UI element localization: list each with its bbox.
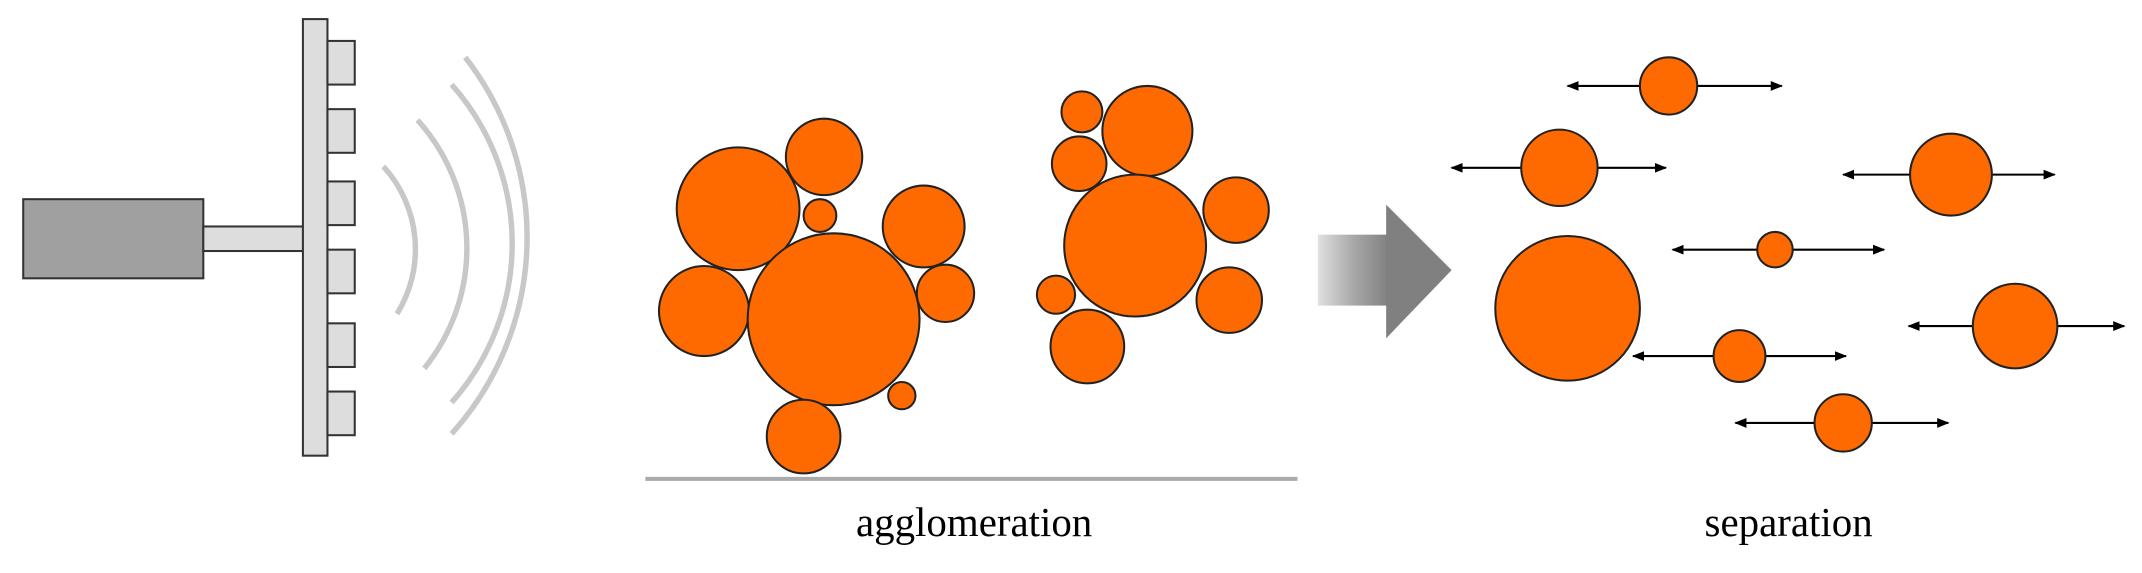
tooth (326, 390, 356, 437)
agglomeration-label: agglomeration (856, 500, 1092, 545)
particle (1202, 176, 1270, 244)
tooth (326, 39, 356, 86)
particle (784, 117, 864, 197)
particle (765, 398, 842, 475)
particle (1971, 282, 2059, 370)
wave (381, 164, 419, 316)
particle (675, 146, 801, 272)
tooth (326, 248, 356, 295)
plate (301, 18, 329, 457)
arrow-body (1317, 234, 1389, 306)
separation-label: separation (1705, 500, 1873, 545)
tooth (326, 322, 356, 369)
particle (1909, 132, 1993, 217)
particle (746, 232, 921, 407)
particle (887, 380, 917, 411)
particle (1494, 234, 1641, 382)
particle (915, 263, 976, 323)
particle (1101, 84, 1194, 178)
arrow-head (1386, 204, 1452, 339)
wave (415, 118, 470, 371)
particle (1035, 274, 1077, 315)
particle (1813, 393, 1873, 453)
particle (1756, 230, 1794, 269)
particle (1520, 128, 1599, 208)
particle (881, 184, 966, 269)
rod (202, 225, 306, 253)
wave (449, 82, 515, 405)
particle (1712, 329, 1767, 384)
particle (1049, 308, 1126, 385)
particle (1060, 90, 1104, 134)
particle (657, 265, 751, 358)
tooth (326, 180, 356, 227)
shapes (22, 18, 2126, 481)
wave (449, 55, 530, 436)
particle (1050, 135, 1108, 193)
particle (802, 198, 838, 233)
generator (22, 198, 205, 280)
particle (1063, 173, 1208, 318)
tooth (326, 108, 356, 154)
particle (1195, 266, 1264, 334)
particle (1638, 56, 1699, 116)
